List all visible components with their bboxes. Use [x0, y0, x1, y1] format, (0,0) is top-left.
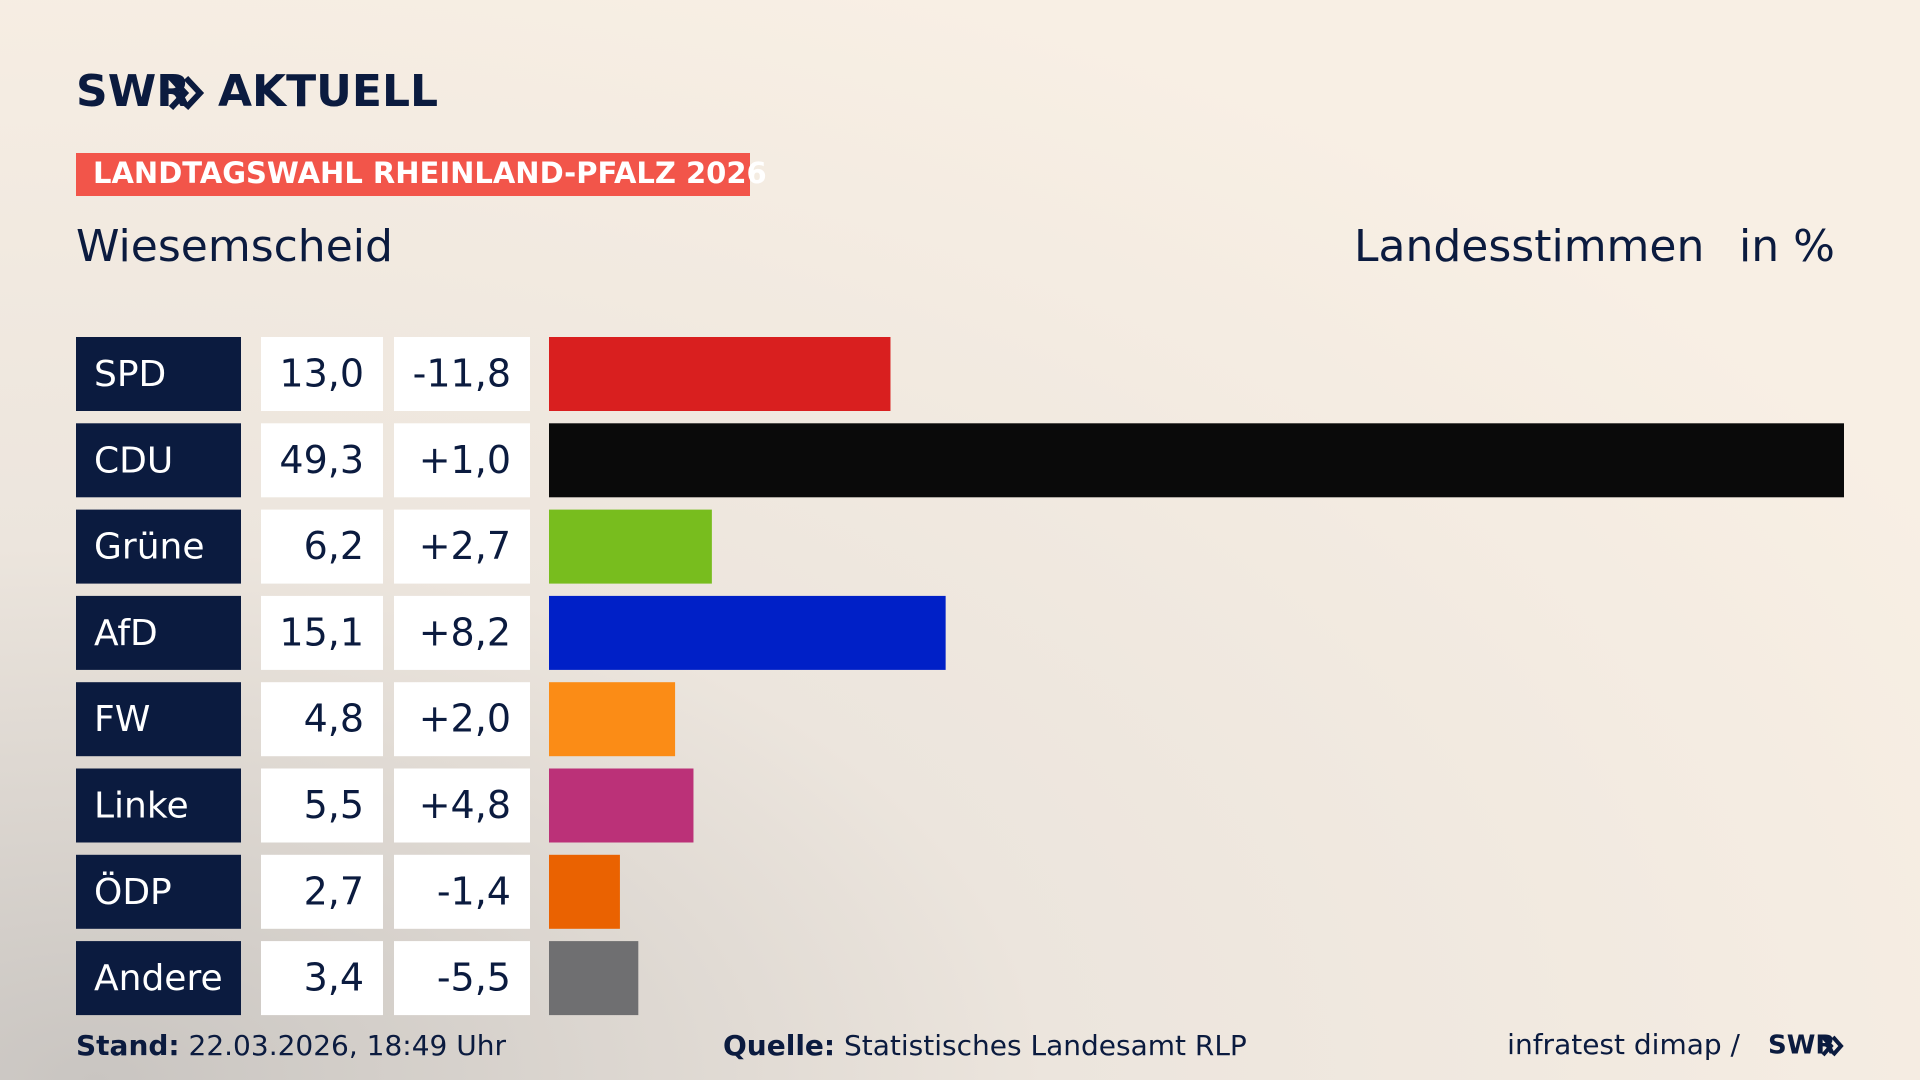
footer-stand: Stand: 22.03.2026, 18:49 Uhr	[76, 1029, 506, 1062]
party-label: Andere	[94, 958, 223, 999]
party-label: SPD	[94, 354, 166, 395]
change-box	[394, 682, 530, 757]
title-banner	[76, 153, 750, 196]
change-label: +1,0	[419, 438, 511, 482]
party-box	[76, 423, 241, 498]
change-box	[394, 941, 530, 1016]
change-label: +8,2	[419, 610, 511, 654]
stand: 22.03.2026, 18:49 Uhr	[189, 1029, 507, 1062]
bar	[549, 337, 891, 411]
subtitle: Wiesemscheid	[76, 221, 393, 272]
value-box	[261, 423, 383, 498]
unit: in %	[1739, 221, 1835, 272]
bar	[549, 423, 1844, 498]
value-label: 2,7	[304, 869, 364, 913]
bar	[549, 941, 639, 1016]
value-label: 5,5	[304, 783, 364, 827]
change-box	[394, 768, 530, 843]
party-label: FW	[94, 699, 150, 740]
value-label: 15,1	[279, 610, 364, 654]
value-label: 49,3	[279, 438, 364, 482]
change-box	[394, 423, 530, 498]
bar	[549, 509, 712, 584]
footer-source: Quelle: Statistisches Landesamt RLP	[723, 1029, 1247, 1062]
party-box	[76, 854, 241, 929]
change-box	[394, 337, 530, 411]
bar	[549, 595, 946, 670]
party-box	[76, 595, 241, 670]
party-box	[76, 337, 241, 411]
change-label: -5,5	[437, 956, 511, 1000]
change-box	[394, 509, 530, 584]
value-box	[261, 595, 383, 670]
source-label: Quelle:	[723, 1029, 835, 1062]
bar	[549, 682, 676, 757]
party-box	[76, 509, 241, 584]
credit: infratest dimap /	[1507, 1028, 1740, 1061]
bar	[549, 768, 694, 843]
value-box	[261, 941, 383, 1016]
party-label: ÖDP	[94, 871, 172, 913]
chart-title: LANDTAGSWAHL RHEINLAND-PFALZ 2026	[93, 156, 767, 190]
change-label: +4,8	[419, 783, 511, 827]
change-label: -11,8	[413, 352, 511, 396]
value-label: 6,2	[304, 524, 364, 568]
measure: Landesstimmen	[1354, 221, 1704, 272]
value-box	[261, 682, 383, 757]
change-box	[394, 595, 530, 670]
value-box	[261, 854, 383, 929]
value-label: 3,4	[304, 956, 364, 1000]
party-box	[76, 941, 241, 1016]
stand-label: Stand:	[76, 1029, 180, 1062]
change-label: +2,0	[419, 697, 511, 741]
party-label: Linke	[94, 786, 189, 827]
party-label: CDU	[94, 440, 173, 481]
value-box	[261, 337, 383, 411]
source: Statistisches Landesamt RLP	[844, 1029, 1247, 1062]
value-label: 13,0	[279, 352, 364, 396]
party-label: Grüne	[94, 527, 204, 568]
bar	[549, 854, 620, 929]
footer-chevrons	[1821, 1035, 1844, 1057]
change-label: -1,4	[437, 869, 511, 913]
party-label: AfD	[94, 613, 158, 654]
party-box	[76, 768, 241, 843]
brand-suffix: AKTUELL	[218, 66, 438, 117]
brand: SWR	[76, 66, 190, 117]
value-box	[261, 768, 383, 843]
change-box	[394, 854, 530, 929]
brand-chevrons	[168, 75, 205, 111]
value-label: 4,8	[304, 697, 364, 741]
change-label: +2,7	[419, 524, 511, 568]
footer-brand: SWR	[1768, 1031, 1835, 1061]
party-box	[76, 682, 241, 757]
value-box	[261, 509, 383, 584]
